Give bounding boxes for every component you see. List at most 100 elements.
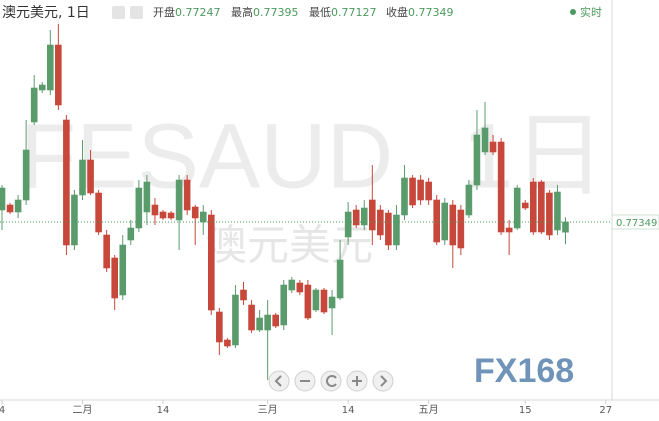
candle-body xyxy=(288,279,296,291)
candle-body xyxy=(216,311,223,343)
candle-body xyxy=(473,134,481,186)
candle-body xyxy=(224,339,231,347)
candle-body xyxy=(256,317,263,331)
candle-body xyxy=(6,204,14,213)
candle-body xyxy=(328,296,336,309)
candle-body xyxy=(377,209,384,236)
candle-body xyxy=(521,202,529,209)
candle-body xyxy=(264,314,271,331)
last-price-label: 0.77349 xyxy=(616,218,657,229)
candle-body xyxy=(280,284,288,326)
candle-body xyxy=(393,214,400,246)
nav-buttons xyxy=(268,370,394,392)
x-tick-label: 三月 xyxy=(258,404,278,416)
candle-body xyxy=(457,209,465,249)
candle-body xyxy=(111,257,118,299)
candle-body xyxy=(79,159,86,196)
candle-body xyxy=(562,221,569,233)
candle-body xyxy=(151,204,159,216)
x-tick-label: 二月 xyxy=(73,404,93,416)
watermark-symbol: FESAUD xyxy=(20,105,393,207)
candle-body xyxy=(38,84,46,91)
candle-body xyxy=(208,214,215,311)
candle-body xyxy=(505,227,513,233)
candle-body xyxy=(344,211,352,238)
candle-body xyxy=(46,44,54,91)
candle-body xyxy=(409,177,416,206)
plus-icon xyxy=(352,376,362,386)
candle-body xyxy=(199,211,207,223)
candle-body xyxy=(368,199,376,231)
x-axis: 4 二月 14 三月 14 五月 15 27 xyxy=(0,400,612,416)
candle-body xyxy=(546,192,553,236)
x-tick-label: 14 xyxy=(342,405,355,416)
candle-body xyxy=(352,209,360,226)
candles xyxy=(0,20,569,380)
candle-body xyxy=(336,259,344,299)
candle-body xyxy=(55,44,62,106)
visibility-icon[interactable] xyxy=(130,6,143,19)
candle-body xyxy=(481,127,489,153)
candle-body xyxy=(232,294,239,346)
candle-body xyxy=(304,284,312,319)
candle-body xyxy=(103,234,110,269)
candle-body xyxy=(497,141,505,233)
candle-body xyxy=(385,212,392,246)
candle-body xyxy=(167,212,175,219)
scroll-right-button[interactable] xyxy=(372,370,394,392)
ohlc-label: 最低 xyxy=(309,6,331,19)
header-background xyxy=(0,0,611,24)
candle-body xyxy=(87,159,94,194)
ohlc-label: 收盘 xyxy=(386,5,408,19)
candle-body xyxy=(143,181,151,213)
candle-body xyxy=(465,184,473,216)
candle-body xyxy=(95,192,102,233)
ohlc-value: 0.77127 xyxy=(331,6,377,19)
candle-body xyxy=(30,87,38,123)
candle-body xyxy=(127,227,135,241)
candle-body xyxy=(272,314,280,327)
candle-body xyxy=(248,304,255,331)
candle-body xyxy=(433,199,441,243)
ohlc-label: 最高 xyxy=(231,5,253,19)
x-tick-label: 4 xyxy=(0,405,5,416)
settings-icon[interactable] xyxy=(112,6,125,19)
live-dot xyxy=(570,9,576,15)
candle-body xyxy=(449,204,457,246)
candle-body xyxy=(320,289,328,313)
ohlc-value: 0.77395 xyxy=(253,6,299,19)
candle-body xyxy=(513,187,521,229)
candle-body xyxy=(0,187,6,211)
reset-button[interactable] xyxy=(320,370,342,392)
candle-body xyxy=(538,181,545,233)
candle-body xyxy=(135,187,143,229)
title: 澳元美元, 1日 xyxy=(2,5,90,21)
candle-body xyxy=(63,119,70,246)
candle-body xyxy=(175,179,183,221)
last-price-box xyxy=(611,214,659,230)
candle-body xyxy=(119,244,127,296)
candle-body xyxy=(240,289,247,301)
candle-body xyxy=(312,289,320,311)
right-arrow-icon xyxy=(380,375,388,387)
x-tick-label: 27 xyxy=(599,405,612,416)
candle-body xyxy=(554,191,561,231)
candle-body xyxy=(425,181,432,201)
candle-body xyxy=(183,179,191,211)
candle-body xyxy=(489,141,497,153)
x-tick-label: 五月 xyxy=(419,404,439,416)
nav-icons xyxy=(274,375,388,387)
candle-body xyxy=(22,149,30,201)
live-label: 实时 xyxy=(580,5,602,19)
ohlc-value: 0.77247 xyxy=(175,6,221,19)
candle-body xyxy=(529,181,537,233)
candle-body xyxy=(401,177,408,216)
candle-body xyxy=(191,206,199,219)
candle-body xyxy=(159,211,167,219)
candle-body xyxy=(360,207,368,226)
scroll-left-button[interactable] xyxy=(268,370,290,392)
candle-body xyxy=(417,179,424,201)
candle-body xyxy=(71,194,78,246)
reset-icon xyxy=(326,375,337,387)
ohlc-label: 开盘 xyxy=(153,5,175,19)
